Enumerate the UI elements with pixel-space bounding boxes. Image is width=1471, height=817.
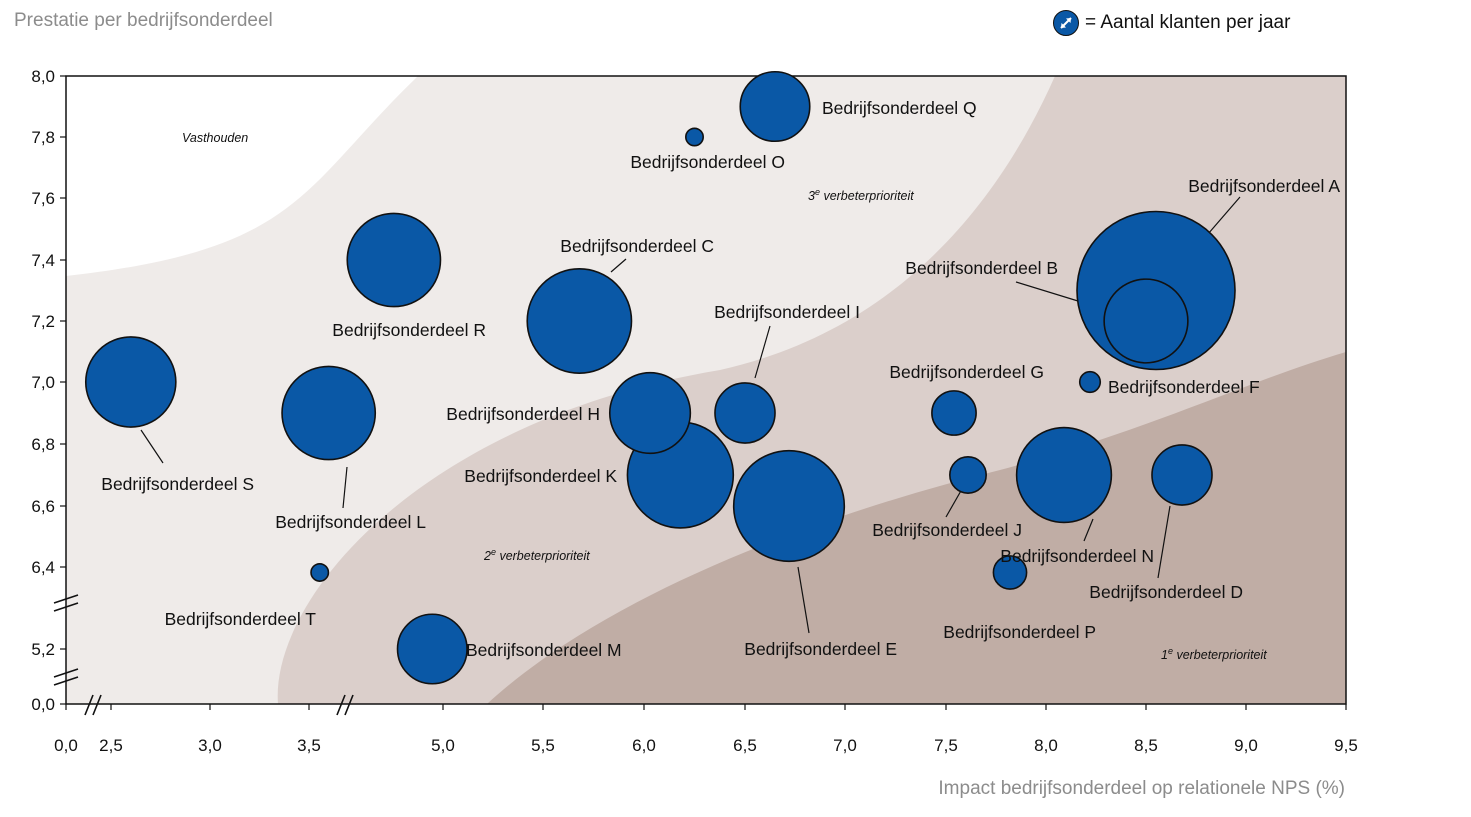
bubble	[310, 562, 330, 582]
leader-line	[1207, 196, 1241, 235]
y-tick-label: 7,2	[31, 312, 55, 331]
y-tick-label: 7,4	[31, 251, 55, 270]
bubble	[1078, 370, 1102, 394]
zone-white	[66, 76, 418, 276]
zone-labels: Vasthouden 3e verbeterprioriteit 2e verbet…	[182, 131, 1267, 662]
priority-zones	[66, 76, 1347, 704]
bubble-label: Bedrijfsonderdeel M	[466, 640, 622, 660]
bubble-label: Bedrijfsonderdeel I	[714, 302, 860, 322]
zone-label: 2e verbeterprioriteit	[483, 547, 590, 563]
axis-break-mark	[336, 694, 346, 716]
zone-label: 1e verbeterprioriteit	[1161, 646, 1267, 662]
y-tick-label: 0,0	[31, 695, 55, 714]
bubble-label: Bedrijfsonderdeel K	[464, 466, 617, 486]
bubble-label: Bedrijfsonderdeel D	[1089, 582, 1243, 602]
bubble	[685, 127, 704, 147]
x-tick-label: 6,0	[632, 736, 656, 755]
bubble-label: Bedrijfsonderdeel Q	[822, 98, 977, 118]
axis-break-mark	[53, 676, 79, 686]
bubble	[84, 336, 177, 428]
axis-break-mark	[84, 694, 94, 716]
zone-label: 3e verbeterprioriteit	[808, 187, 914, 203]
bubble-label: Bedrijfsonderdeel J	[872, 520, 1022, 540]
bubbles	[84, 70, 1236, 685]
legend-label: = Aantal klanten per jaar	[1085, 12, 1291, 33]
bubble	[1015, 426, 1113, 524]
axes: 0,0 2,5 3,0 3,5 5,0 5,5 6,0 6,5 7,0 7,5 8,0 8,5 9,0 9…	[31, 67, 1357, 755]
bubble-label: Bedrijfsonderdeel O	[630, 152, 785, 172]
bubble-label: Bedrijfsonderdeel H	[446, 404, 600, 424]
bubble	[949, 456, 987, 494]
bubble	[1151, 444, 1213, 506]
x-axis-label: Impact bedrijfsonderdeel op relationele …	[938, 778, 1345, 799]
leader-line	[945, 488, 963, 518]
plot-frame	[65, 75, 1347, 705]
bubble	[608, 371, 692, 455]
x-tick-label: 2,5	[99, 736, 123, 755]
bubble-label: Bedrijfsonderdeel C	[560, 236, 714, 256]
bubble-label: Bedrijfsonderdeel R	[332, 320, 486, 340]
bubble-label: Bedrijfsonderdeel P	[943, 622, 1096, 642]
leader-line	[342, 466, 348, 509]
x-tick-label: 7,0	[833, 736, 857, 755]
bubble-label: Bedrijfsonderdeel E	[744, 639, 897, 659]
axis-break-mark	[53, 594, 79, 604]
bubble	[714, 382, 776, 444]
y-tick-label: 6,6	[31, 497, 55, 516]
bubble-label: Bedrijfsonderdeel S	[101, 474, 254, 494]
axis-break-mark	[92, 694, 102, 716]
y-tick-label: 7,8	[31, 128, 55, 147]
y-tick-label: 8,0	[31, 67, 55, 86]
zone-label: Vasthouden	[182, 131, 248, 145]
axis-break-mark	[53, 668, 79, 678]
x-tick-label: 6,5	[733, 736, 757, 755]
axis-break-mark	[53, 602, 79, 612]
bubble	[931, 390, 977, 436]
bubble	[739, 70, 811, 143]
x-tick-label: 0,0	[54, 736, 78, 755]
bubble	[1103, 278, 1189, 364]
y-tick-label: 7,0	[31, 373, 55, 392]
bubble	[396, 613, 468, 685]
expand-arrows-icon	[1053, 10, 1079, 36]
bubble-label: Bedrijfsonderdeel B	[905, 258, 1058, 278]
y-tick-label: 6,4	[31, 558, 55, 577]
legend: = Aantal klanten per jaar	[1053, 10, 1290, 36]
x-tick-label: 3,5	[297, 736, 321, 755]
y-tick-label: 6,8	[31, 435, 55, 454]
bubble-label: Bedrijfsonderdeel A	[1188, 176, 1340, 196]
leader-line	[1083, 518, 1094, 542]
bubble	[526, 268, 633, 374]
chart-title: Prestatie per bedrijfsonderdeel	[14, 10, 273, 31]
leader-line	[1157, 505, 1171, 579]
bubble	[732, 449, 846, 563]
leader-line	[610, 258, 627, 273]
leader-line	[754, 325, 771, 379]
y-tick-label: 7,6	[31, 189, 55, 208]
bubble-labels: Bedrijfsonderdeel A Bedrijfsonderdeel B Be…	[101, 98, 1340, 660]
x-tick-label: 8,5	[1134, 736, 1158, 755]
x-tick-label: 5,0	[431, 736, 455, 755]
x-tick-label: 7,5	[934, 736, 958, 755]
bubble-label: Bedrijfsonderdeel T	[165, 609, 317, 629]
bubble	[346, 212, 442, 308]
x-tick-label: 9,0	[1234, 736, 1258, 755]
bubble-label: Bedrijfsonderdeel G	[889, 362, 1044, 382]
bubble	[992, 555, 1028, 590]
bubble-label: Bedrijfsonderdeel F	[1108, 377, 1260, 397]
leader-line	[140, 429, 164, 464]
x-tick-label: 9,5	[1334, 736, 1358, 755]
x-tick-label: 3,0	[198, 736, 222, 755]
bubble-label: Bedrijfsonderdeel N	[1000, 546, 1154, 566]
zone-dark	[487, 352, 1346, 704]
leader-line	[797, 566, 810, 634]
x-tick-label: 8,0	[1034, 736, 1058, 755]
x-tick-label: 5,5	[531, 736, 555, 755]
y-tick-label: 5,2	[31, 640, 55, 659]
bubble	[281, 365, 377, 461]
bubble-label: Bedrijfsonderdeel L	[275, 512, 426, 532]
axis-break-mark	[344, 694, 354, 716]
